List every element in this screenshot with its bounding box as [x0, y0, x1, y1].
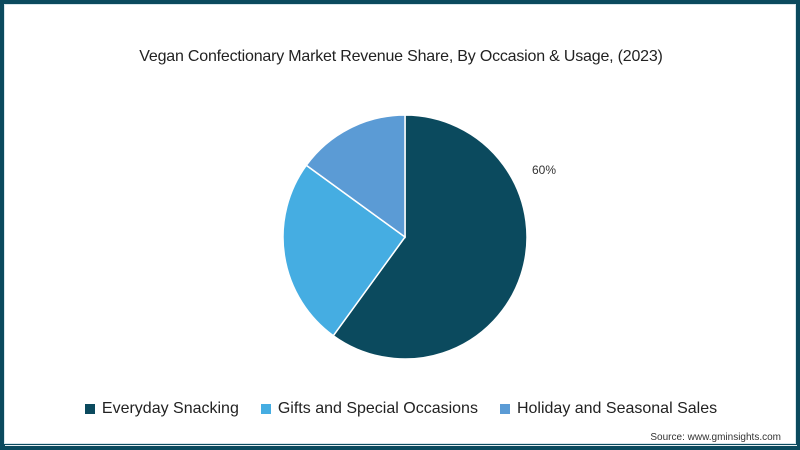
divider: [5, 445, 797, 446]
legend-item-holiday: Holiday and Seasonal Sales: [499, 400, 718, 418]
chart-frame: Vegan Confectionary Market Revenue Share…: [4, 4, 797, 446]
legend-item-everyday-snacking: Everyday Snacking: [84, 400, 239, 418]
legend-label: Everyday Snacking: [101, 400, 239, 417]
source-note: Source: www.gminsights.com: [650, 432, 781, 443]
legend-label: Gifts and Special Occasions: [277, 400, 478, 417]
legend-swatch-icon: [84, 404, 95, 414]
pie-slice-gifts: [282, 164, 407, 337]
legend: Everyday Snacking Gifts and Special Occa…: [5, 400, 797, 418]
legend-swatch-icon: [260, 404, 271, 414]
pie-chart: [282, 114, 528, 360]
chart-title: Vegan Confectionary Market Revenue Share…: [139, 48, 663, 65]
data-label-everyday-snacking: 60%: [532, 163, 557, 177]
legend-item-gifts: Gifts and Special Occasions: [260, 400, 478, 418]
pie-slice-holiday: [305, 114, 406, 239]
pie-slice-everyday-snacking: [332, 114, 528, 360]
legend-label: Holiday and Seasonal Sales: [516, 400, 718, 417]
legend-swatch-icon: [499, 404, 510, 414]
